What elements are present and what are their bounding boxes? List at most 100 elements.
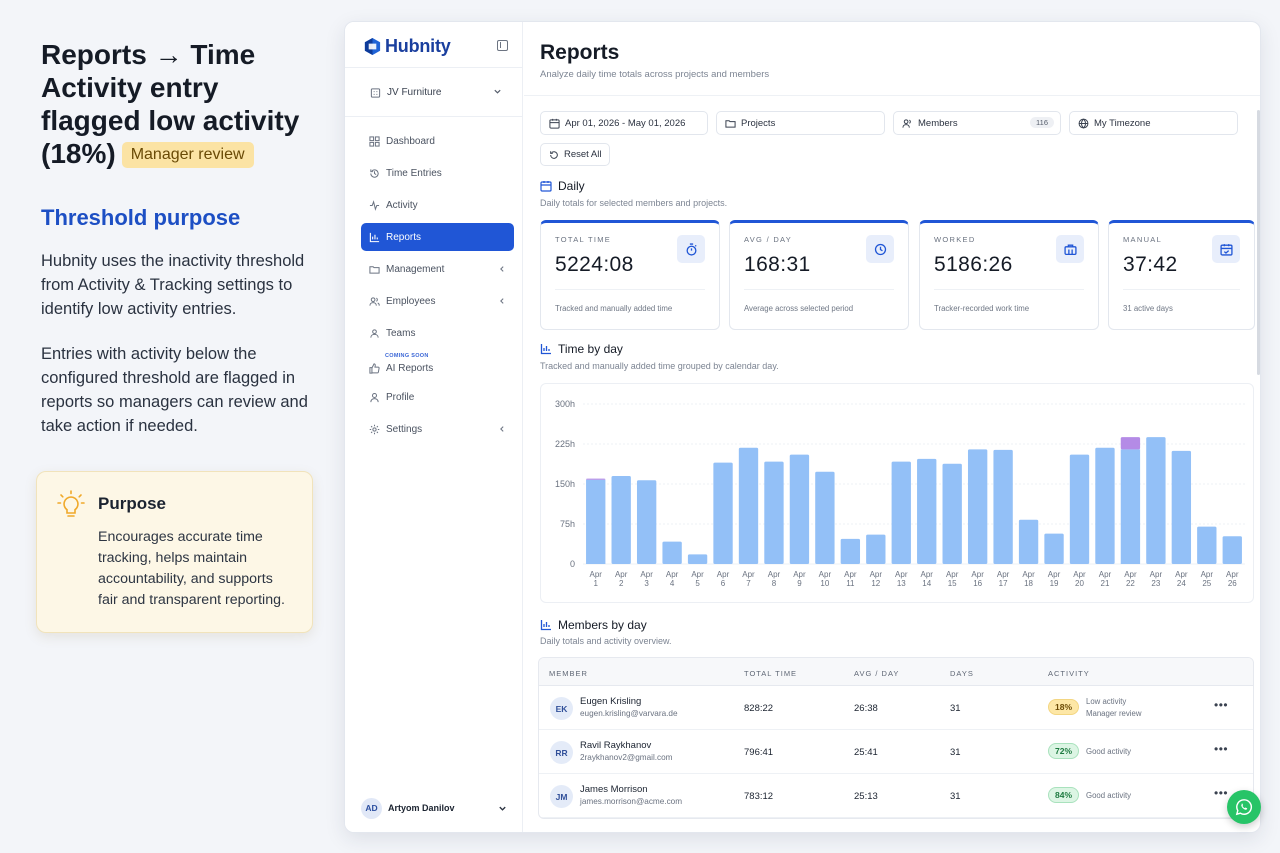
chart-bar-tracked [967,449,988,564]
sidebar-item-time-entries[interactable]: Time Entries [361,159,514,187]
reset-all-label: Reset All [564,149,602,160]
x-tick-label-day: 5 [695,579,700,588]
time-by-day-title-text: Time by day [558,342,623,356]
days-cell: 31 [950,791,961,802]
sidebar-collapse-icon[interactable] [497,40,508,51]
reset-all-button[interactable]: Reset All [540,143,610,166]
x-tick-label-day: 13 [897,579,906,588]
column-header-total-time[interactable]: TOTAL TIME [744,669,798,678]
chart-bar-tracked [1018,519,1039,564]
sidebar-item-label: Dashboard [386,135,435,147]
kpi-footnote: 31 active days [1123,304,1173,313]
sidebar-item-employees[interactable]: Employees [361,287,514,315]
time-by-day-title: Time by day [540,342,623,356]
x-tick-label-day: 14 [922,579,931,588]
sidebar-item-label: Teams [386,327,416,339]
row-more-menu-icon[interactable]: ••• [1214,698,1229,712]
row-more-menu-icon[interactable]: ••• [1214,786,1229,800]
x-tick-label-month: Apr [819,570,832,579]
sidebar-item-dashboard[interactable]: Dashboard [361,127,514,155]
sidebar-item-management[interactable]: Management [361,255,514,283]
bar-chart-icon [540,344,551,355]
sidebar-item-activity[interactable]: Activity [361,191,514,219]
chart-bar-manual [1120,437,1141,450]
column-header-member[interactable]: MEMBER [549,669,588,678]
user-menu[interactable]: AD Artyom Danilov [361,796,513,820]
chart-bar-tracked [738,447,759,564]
x-tick-label-day: 19 [1050,579,1059,588]
column-header-activity[interactable]: ACTIVITY [1048,669,1090,678]
member-name: Ravil Raykhanov [580,740,652,751]
sidebar-nav: Dashboard Time Entries Activity Reports … [361,127,514,447]
sidebar-item-ai-reports[interactable]: COMING SOON AI Reports [361,351,514,379]
x-tick-label-day: 7 [746,579,751,588]
y-tick-label: 300h [555,399,575,409]
calendar-check-icon [1212,235,1240,263]
bar-chart-icon [369,232,380,242]
days-cell: 31 [950,747,961,758]
sidebar-item-label: Time Entries [386,167,442,179]
kpi-value: 5224:08 [555,253,634,276]
x-tick-label-day: 16 [973,579,982,588]
purpose-title: Purpose [98,494,167,513]
table-row[interactable]: JM James Morrison james.morrison@acme.co… [539,774,1253,818]
column-header-days[interactable]: DAYS [950,669,974,678]
x-tick-label-month: Apr [921,570,934,579]
date-range-value: Apr 01, 2026 - May 01, 2026 [565,117,686,129]
table-row[interactable]: EK Eugen Krisling eugen.krisling@varvara… [539,686,1253,730]
kpi-value: 168:31 [744,253,811,276]
x-tick-label-day: 26 [1228,579,1237,588]
brand-name: Hubnity [385,36,451,56]
x-tick-label-month: Apr [742,570,755,579]
avatar: EK [550,697,573,720]
projects-filter[interactable]: Projects [716,111,885,135]
sidebar-item-settings[interactable]: Settings [361,415,514,443]
x-tick-label-day: 1 [594,579,599,588]
avg-day-cell: 25:41 [854,747,878,758]
team-icon [370,328,379,338]
daily-subtitle: Daily totals for selected members and pr… [540,198,728,208]
members-count-badge: 116 [1030,117,1054,128]
total-time-cell: 783:12 [744,791,774,802]
x-tick-label-month: Apr [946,570,959,579]
timezone-filter[interactable]: My Timezone [1069,111,1238,135]
kpi-card-manual: MANUAL 37:42 31 active days [1108,220,1255,330]
chart-bar-tracked [840,538,861,564]
chevron-left-icon [500,298,504,304]
avg-day-cell: 25:13 [854,791,878,802]
x-tick-label-day: 25 [1202,579,1211,588]
activity-status: Good activity [1086,791,1132,800]
kpi-footnote: Tracker-recorded work time [934,304,1030,313]
member-email: 2raykhanov2@gmail.com [580,753,673,762]
kpi-label: WORKED [934,235,976,244]
chart-bar-tracked [662,541,682,564]
x-tick-label-day: 6 [721,579,726,588]
x-tick-label-month: Apr [1201,570,1214,579]
kpi-value: 37:42 [1123,253,1178,276]
chart-bar-tracked [586,479,606,564]
table-row[interactable]: RR Ravil Raykhanov 2raykhanov2@gmail.com… [539,730,1253,774]
members-by-day-title-text: Members by day [558,618,647,632]
kpi-card-worked: WORKED 5186:26 Tracker-recorded work tim… [919,220,1099,330]
column-header-avg-day[interactable]: AVG / DAY [854,669,900,678]
timezone-filter-label: My Timezone [1094,117,1151,129]
org-switcher[interactable]: JV Furniture [361,80,507,104]
activity-icon [369,199,380,211]
hubnity-logo[interactable]: Hubnity [363,36,451,57]
chart-bar-tracked [1222,536,1242,564]
chat-support-button[interactable] [1227,790,1261,824]
sidebar-item-teams[interactable]: Teams [361,319,514,347]
chart-bar-manual [586,478,606,480]
kpi-label: MANUAL [1123,235,1163,244]
x-tick-label-day: 21 [1101,579,1110,588]
time-by-day-subtitle: Tracked and manually added time grouped … [540,361,779,371]
grid-icon [369,135,380,147]
sidebar-item-label: Employees [386,295,436,307]
date-range-filter[interactable]: Apr 01, 2026 - May 01, 2026 [540,111,708,135]
main-scrollbar[interactable] [1257,110,1260,375]
sidebar-item-reports[interactable]: Reports [361,223,514,251]
members-filter[interactable]: Members 116 [893,111,1061,135]
row-more-menu-icon[interactable]: ••• [1214,742,1229,756]
sidebar-item-profile[interactable]: Profile [361,383,514,411]
y-tick-label: 0 [570,559,575,569]
